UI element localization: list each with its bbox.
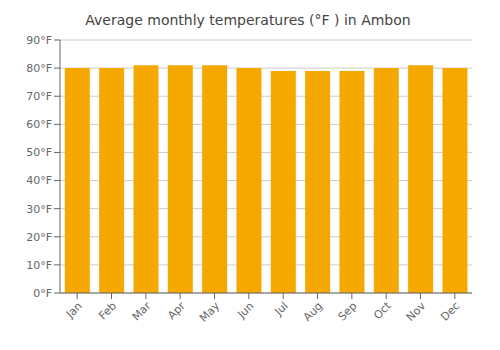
html-text:Average monthly temperatures (: Average monthly temperatures (°F ) in Am… <box>85 12 411 28</box>
svg-text:Dec: Dec <box>438 299 462 323</box>
svg-text:30°F: 30°F <box>26 203 52 216</box>
svg-text:80°F: 80°F <box>26 62 52 75</box>
svg-text:0°F: 0°F <box>33 287 52 300</box>
svg-text:50°F: 50°F <box>26 146 52 159</box>
svg-text:Oct: Oct <box>371 299 394 322</box>
svg-text:40°F: 40°F <box>26 174 52 187</box>
svg-text:70°F: 70°F <box>26 90 52 103</box>
svg-text:Feb: Feb <box>96 299 119 322</box>
svg-text:20°F: 20°F <box>26 231 52 244</box>
svg-text:Apr: Apr <box>165 299 188 322</box>
svg-text:Nov: Nov <box>404 299 429 324</box>
svg-text:60°F: 60°F <box>26 118 52 131</box>
svg-text:Sep: Sep <box>336 299 360 323</box>
svg-text:Mar: Mar <box>130 299 154 323</box>
svg-text:90°F: 90°F <box>26 34 52 47</box>
svg-text:Jun: Jun <box>234 299 256 321</box>
svg-text:May: May <box>197 299 223 325</box>
svg-text:Aug: Aug <box>301 299 325 323</box>
svg-text:Jan: Jan <box>63 299 85 321</box>
svg-text:Jul: Jul <box>272 299 291 318</box>
svg-text:10°F: 10°F <box>26 259 52 272</box>
